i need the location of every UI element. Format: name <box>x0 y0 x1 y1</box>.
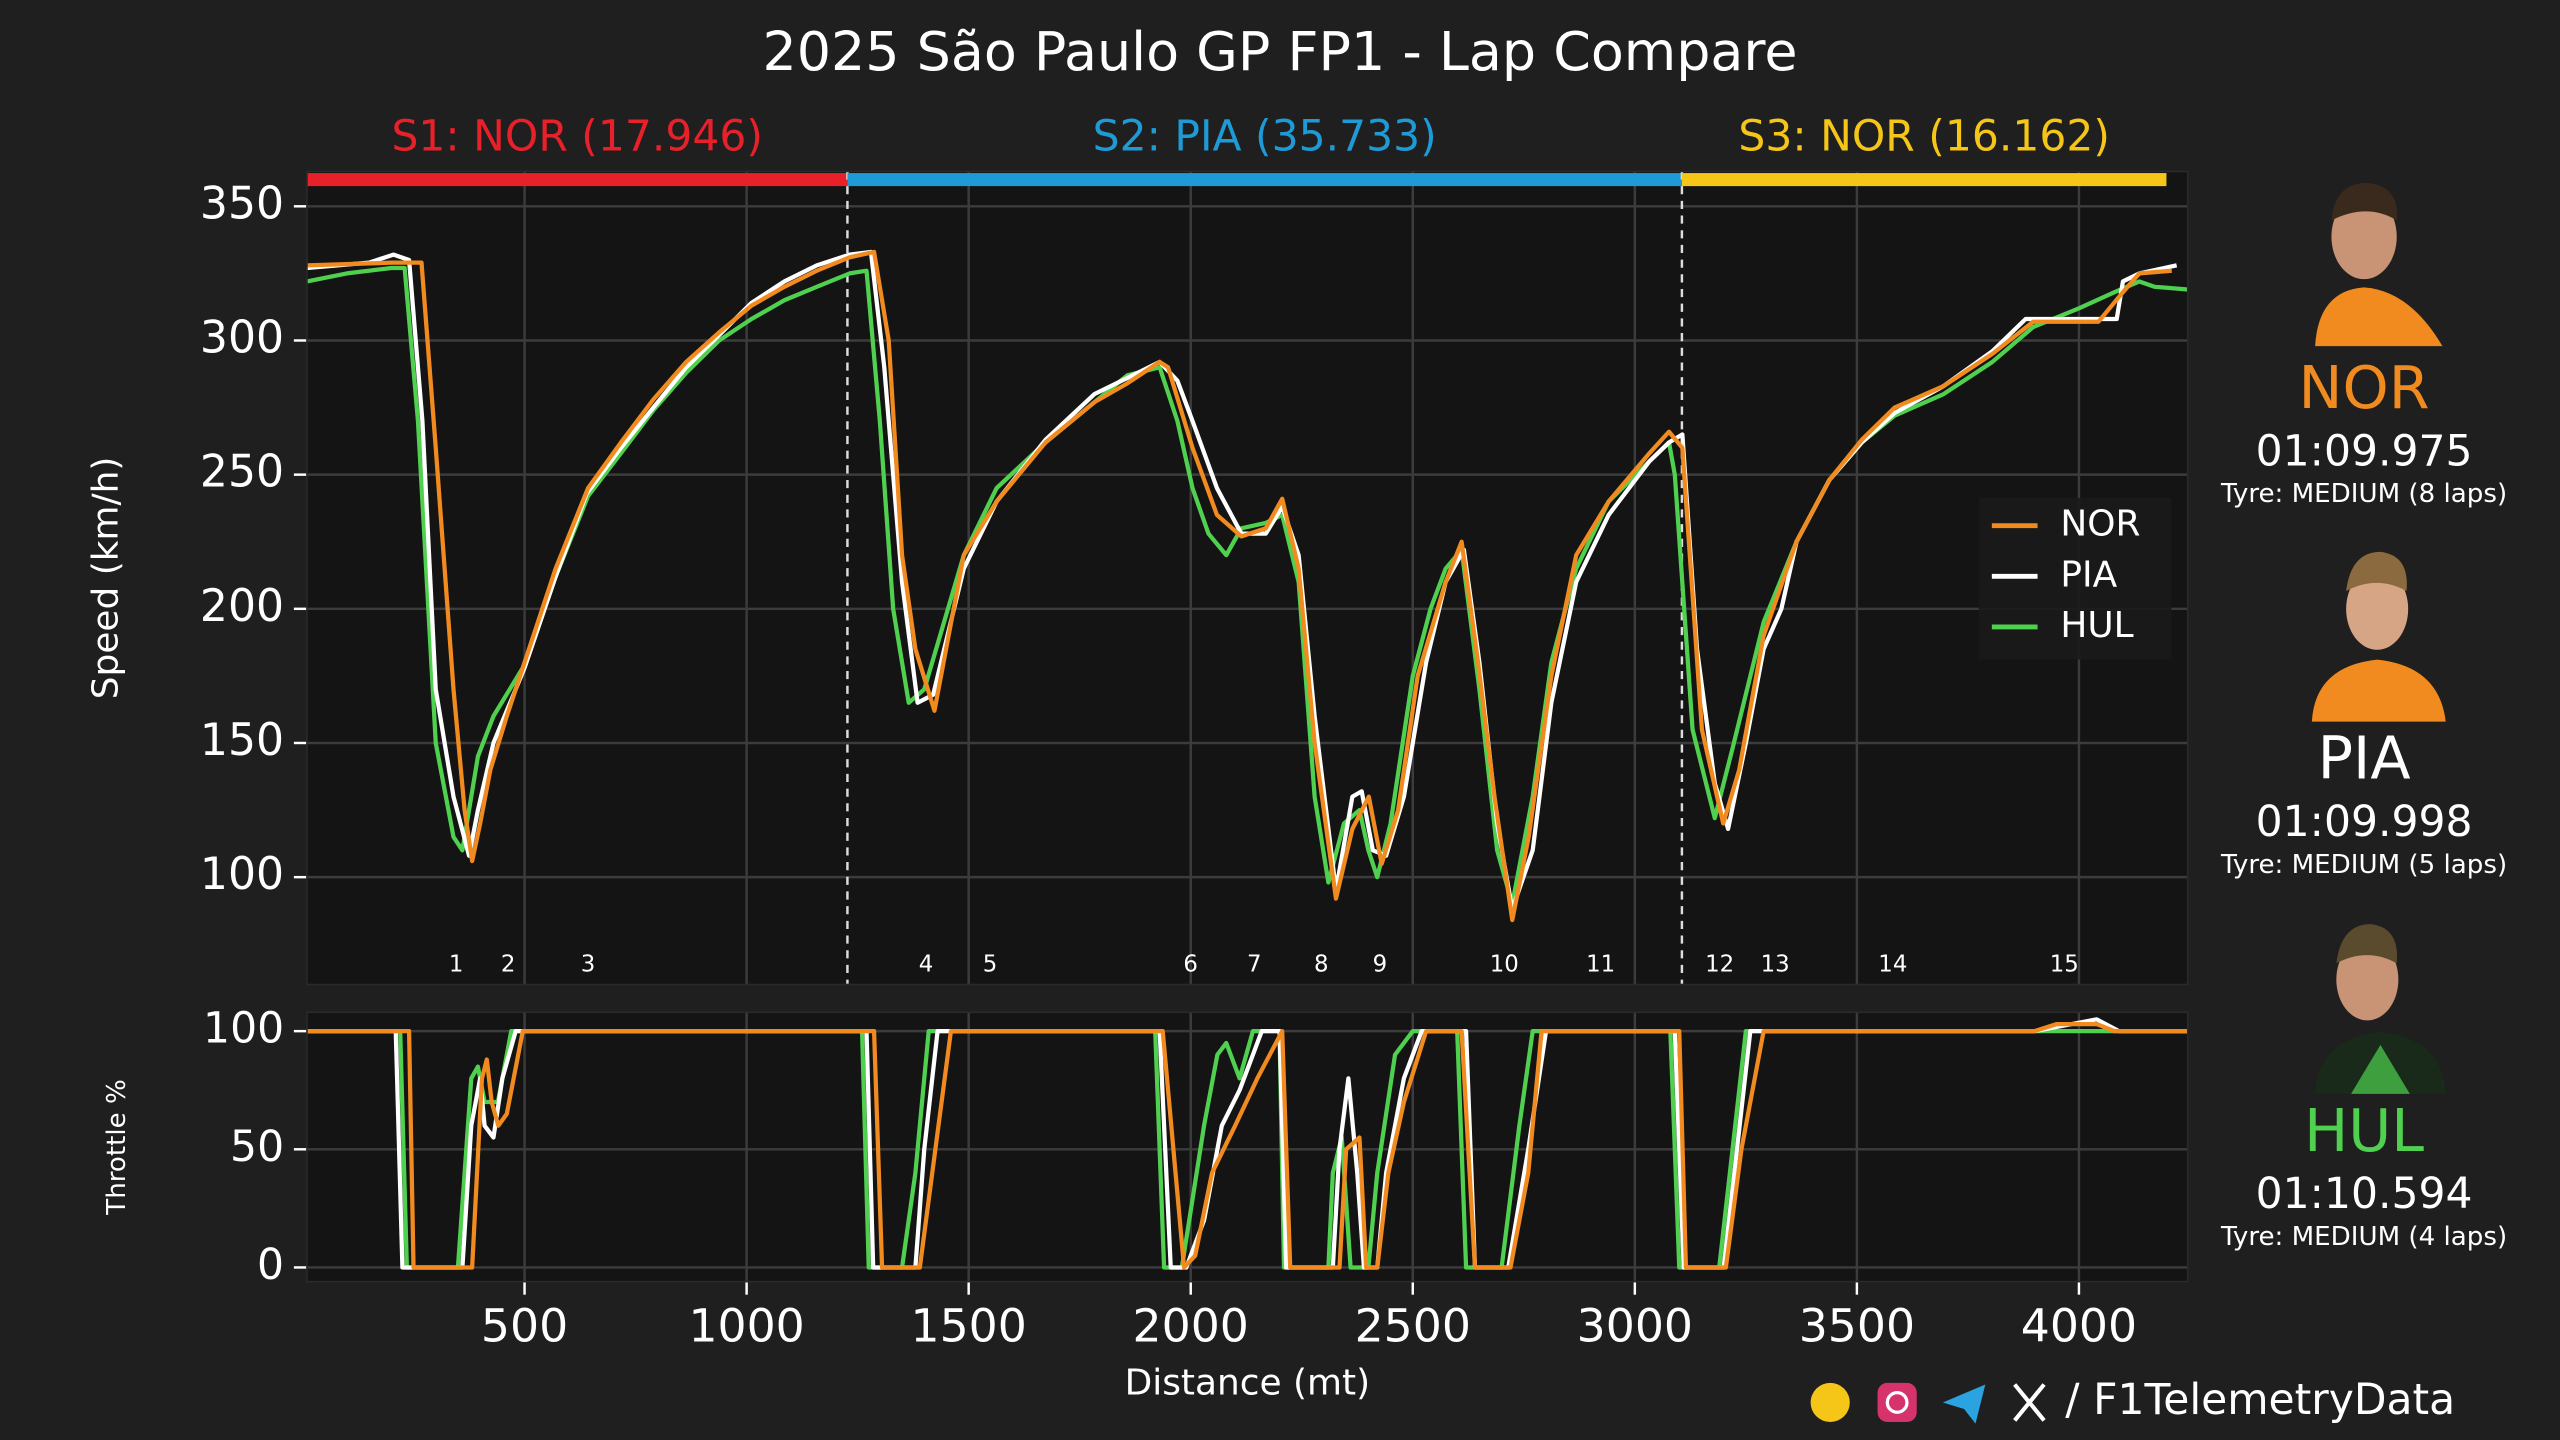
y-tick-label: 250 <box>200 447 284 498</box>
x-tick-label: 1500 <box>911 1299 1027 1352</box>
corner-label: 1 <box>449 951 464 977</box>
corner-label: 7 <box>1247 951 1262 977</box>
tyre-info: Tyre: MEDIUM (5 laps) <box>2220 850 2507 880</box>
y-tick-label: 350 <box>200 178 284 229</box>
x-tick-label: 3000 <box>1577 1299 1693 1352</box>
series-line <box>306 1021 2188 1270</box>
driver-photo <box>2315 924 2446 1094</box>
legend-label: PIA <box>2060 554 2117 595</box>
corner-label: 9 <box>1373 951 1388 977</box>
sector-bar <box>306 173 848 187</box>
chart-title: 2025 São Paulo GP FP1 - Lap Compare <box>762 20 1797 83</box>
driver-code: NOR <box>2299 353 2430 422</box>
driver-photo <box>2315 182 2443 347</box>
plot-area <box>306 171 2188 985</box>
corner-label: 6 <box>1183 951 1198 977</box>
driver-photo <box>2311 551 2446 722</box>
driver-code: PIA <box>2318 724 2411 793</box>
y-tick-label: 150 <box>200 715 284 766</box>
y-tick-label: 200 <box>200 581 284 632</box>
x-tick-label: 2500 <box>1355 1299 1471 1352</box>
sector-label: S1: NOR (17.946) <box>391 112 762 161</box>
sector-bar <box>1681 173 2167 187</box>
y-axis-label: Throttle % <box>102 1079 132 1216</box>
corner-label: 4 <box>919 951 934 977</box>
sector-bar <box>847 173 1682 187</box>
series-line <box>306 249 2178 912</box>
plot-frame <box>306 170 2189 986</box>
y-axis-label: Speed (km/h) <box>86 457 127 700</box>
corner-label: 15 <box>2050 951 2079 977</box>
y-tick-label: 100 <box>200 849 284 900</box>
corner-label: 3 <box>581 951 596 977</box>
y-tick-label: 0 <box>257 1241 284 1290</box>
plot-frame <box>306 1011 2189 1283</box>
social-icons <box>1810 1382 2046 1424</box>
legend-label: HUL <box>2060 605 2133 646</box>
corner-label: 10 <box>1490 951 1519 977</box>
lap-time: 01:10.594 <box>2256 1170 2473 1219</box>
corner-label: 8 <box>1314 951 1329 977</box>
y-tick-label: 100 <box>203 1005 284 1054</box>
corner-label: 5 <box>983 951 998 977</box>
sector-label: S3: NOR (16.162) <box>1738 112 2109 161</box>
series-line <box>306 1029 2188 1270</box>
x-tick-label: 3500 <box>1799 1299 1915 1352</box>
x-tick-label: 2000 <box>1133 1299 1249 1352</box>
legend-label: NOR <box>2060 504 2140 545</box>
lap-time: 01:09.998 <box>2256 798 2473 847</box>
tyre-info: Tyre: MEDIUM (4 laps) <box>2220 1222 2507 1252</box>
series-line <box>306 249 2172 923</box>
corner-label: 12 <box>1705 951 1734 977</box>
x-axis-label: Distance (mt) <box>1125 1362 1371 1403</box>
corner-label: 14 <box>1878 951 1907 977</box>
driver-code: HUL <box>2304 1096 2424 1165</box>
x-tick-label: 4000 <box>2021 1299 2137 1352</box>
sector-label: S2: PIA (35.733) <box>1093 112 1437 161</box>
x-tick-label: 500 <box>481 1299 568 1352</box>
lap-time: 01:09.975 <box>2256 427 2473 476</box>
footer-handle: / F1TelemetryData <box>2065 1376 2455 1425</box>
x-tick-label: 1000 <box>688 1299 804 1352</box>
corner-label: 13 <box>1761 951 1790 977</box>
corner-label: 2 <box>501 951 516 977</box>
corner-label: 11 <box>1586 951 1615 977</box>
series-line <box>306 265 2188 907</box>
tyre-info: Tyre: MEDIUM (8 laps) <box>2220 479 2507 509</box>
y-tick-label: 50 <box>230 1123 284 1172</box>
y-tick-label: 300 <box>200 312 284 363</box>
